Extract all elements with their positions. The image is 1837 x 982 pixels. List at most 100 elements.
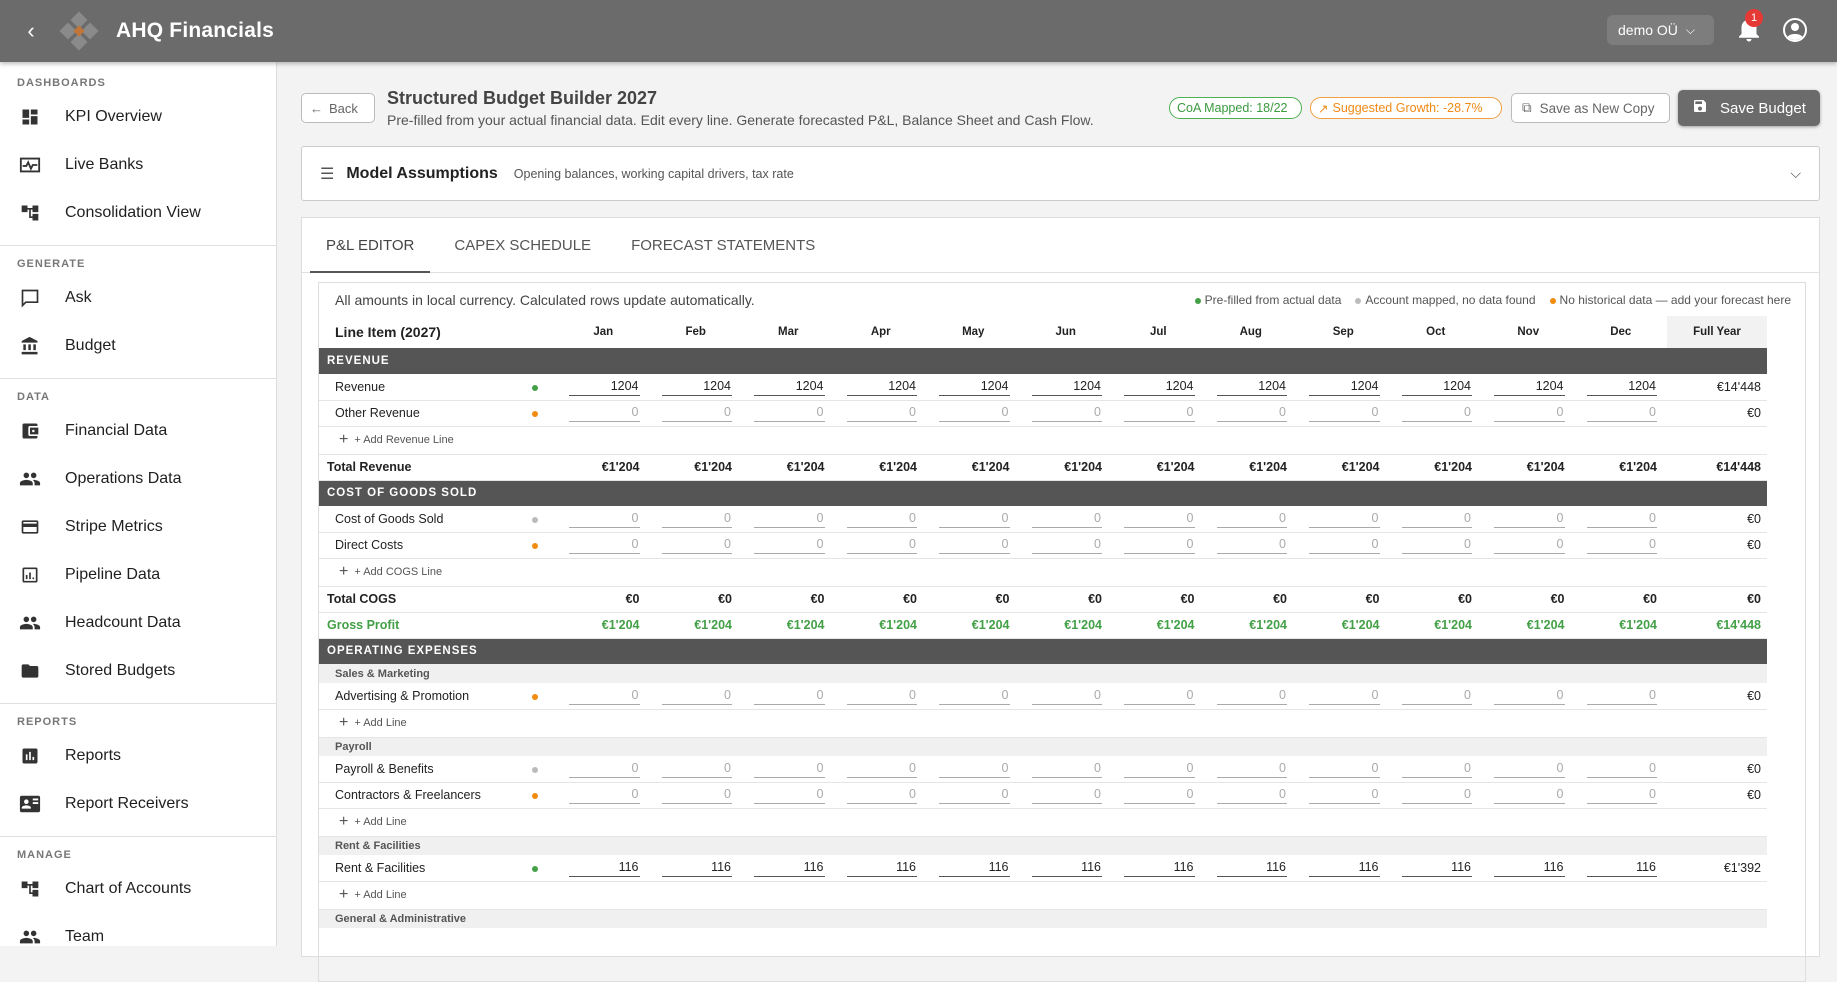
add-line-button[interactable]: + + Add Line — [319, 709, 1767, 738]
sidebar-item-reports[interactable]: Reports — [0, 732, 276, 780]
amount-input[interactable]: 0 — [1216, 687, 1287, 705]
amount-input[interactable]: 0 — [661, 404, 732, 422]
amount-input[interactable]: 1204 — [846, 378, 917, 396]
amount-input[interactable]: 0 — [1494, 536, 1565, 554]
amount-input[interactable]: 0 — [846, 404, 917, 422]
amount-input[interactable]: 0 — [1031, 786, 1102, 804]
amount-input[interactable]: 0 — [1031, 536, 1102, 554]
amount-input[interactable]: 0 — [1494, 760, 1565, 778]
amount-input[interactable]: 0 — [846, 510, 917, 528]
amount-input[interactable]: 116 — [754, 859, 825, 877]
amount-input[interactable]: 1204 — [1494, 378, 1565, 396]
amount-input[interactable]: 0 — [1216, 786, 1287, 804]
amount-input[interactable]: 1204 — [754, 378, 825, 396]
amount-input[interactable]: 0 — [1401, 786, 1472, 804]
sidebar-item-stored-budgets[interactable]: Stored Budgets — [0, 647, 276, 695]
amount-input[interactable]: 0 — [1401, 687, 1472, 705]
amount-input[interactable]: 0 — [1586, 536, 1657, 554]
amount-input[interactable]: 0 — [569, 687, 640, 705]
amount-input[interactable]: 116 — [939, 859, 1010, 877]
sidebar-item-kpi-overview[interactable]: KPI Overview — [0, 93, 276, 141]
amount-input[interactable]: 116 — [1031, 859, 1102, 877]
amount-input[interactable]: 116 — [1586, 859, 1657, 877]
sidebar-item-financial-data[interactable]: Financial Data — [0, 407, 276, 455]
amount-input[interactable]: 0 — [846, 536, 917, 554]
amount-input[interactable]: 0 — [1124, 786, 1195, 804]
line-item-label[interactable]: Payroll & Benefits — [319, 756, 517, 783]
amount-input[interactable]: 0 — [1309, 786, 1380, 804]
sidebar-item-pipeline-data[interactable]: Pipeline Data — [0, 551, 276, 599]
model-assumptions-panel[interactable]: ☰ Model Assumptions Opening balances, wo… — [301, 146, 1820, 201]
sidebar-item-operations-data[interactable]: Operations Data — [0, 455, 276, 503]
add-line-button[interactable]: + + Add COGS Line — [319, 558, 1767, 587]
amount-input[interactable]: 0 — [1494, 404, 1565, 422]
amount-input[interactable]: 116 — [1309, 859, 1380, 877]
sidebar-item-stripe-metrics[interactable]: Stripe Metrics — [0, 503, 276, 551]
amount-input[interactable]: 0 — [1309, 687, 1380, 705]
sidebar-item-team[interactable]: Team — [0, 913, 276, 961]
amount-input[interactable]: 0 — [661, 536, 732, 554]
amount-input[interactable]: 0 — [754, 786, 825, 804]
amount-input[interactable]: 1204 — [1401, 378, 1472, 396]
amount-input[interactable]: 0 — [1309, 404, 1380, 422]
amount-input[interactable]: 1204 — [1031, 378, 1102, 396]
amount-input[interactable]: 0 — [939, 760, 1010, 778]
amount-input[interactable]: 0 — [1031, 404, 1102, 422]
expand-icon[interactable]: ⌵ — [1790, 165, 1801, 181]
line-item-label[interactable]: Contractors & Freelancers — [319, 782, 517, 809]
amount-input[interactable]: 0 — [569, 404, 640, 422]
amount-input[interactable]: 0 — [1124, 760, 1195, 778]
amount-input[interactable]: 0 — [939, 404, 1010, 422]
amount-input[interactable]: 0 — [1401, 536, 1472, 554]
amount-input[interactable]: 0 — [1586, 760, 1657, 778]
line-item-label[interactable]: Rent & Facilities — [319, 855, 517, 882]
back-button[interactable]: ← Back — [301, 93, 375, 123]
amount-input[interactable]: 0 — [1309, 760, 1380, 778]
sidebar-item-chart-of-accounts[interactable]: Chart of Accounts — [0, 865, 276, 913]
amount-input[interactable]: 0 — [1031, 510, 1102, 528]
sidebar-item-consolidation-view[interactable]: Consolidation View — [0, 189, 276, 237]
amount-input[interactable]: 0 — [1124, 687, 1195, 705]
amount-input[interactable]: 0 — [1216, 536, 1287, 554]
amount-input[interactable]: 0 — [1124, 510, 1195, 528]
amount-input[interactable]: 0 — [569, 786, 640, 804]
amount-input[interactable]: 0 — [939, 510, 1010, 528]
sidebar-item-headcount-data[interactable]: Headcount Data — [0, 599, 276, 647]
line-item-label[interactable]: Cost of Goods Sold — [319, 506, 517, 533]
amount-input[interactable]: 0 — [846, 786, 917, 804]
amount-input[interactable]: 0 — [1586, 786, 1657, 804]
amount-input[interactable]: 0 — [939, 786, 1010, 804]
amount-input[interactable]: 0 — [1401, 404, 1472, 422]
amount-input[interactable]: 0 — [1216, 404, 1287, 422]
tab-capex-schedule[interactable]: CAPEX SCHEDULE — [454, 237, 592, 254]
amount-input[interactable]: 0 — [939, 687, 1010, 705]
sidebar-item-report-receivers[interactable]: Report Receivers — [0, 780, 276, 828]
sidebar-item-ask[interactable]: Ask — [0, 274, 276, 322]
amount-input[interactable]: 0 — [1216, 760, 1287, 778]
amount-input[interactable]: 1204 — [1309, 378, 1380, 396]
amount-input[interactable]: 0 — [1216, 510, 1287, 528]
amount-input[interactable]: 0 — [754, 510, 825, 528]
amount-input[interactable]: 0 — [1309, 510, 1380, 528]
amount-input[interactable]: 1204 — [1124, 378, 1195, 396]
amount-input[interactable]: 0 — [661, 510, 732, 528]
amount-input[interactable]: 0 — [1401, 510, 1472, 528]
line-item-label[interactable]: Other Revenue — [319, 400, 517, 427]
amount-input[interactable]: 116 — [1494, 859, 1565, 877]
amount-input[interactable]: 1204 — [939, 378, 1010, 396]
amount-input[interactable]: 0 — [1586, 404, 1657, 422]
amount-input[interactable]: 1204 — [1586, 378, 1657, 396]
amount-input[interactable]: 0 — [1031, 687, 1102, 705]
amount-input[interactable]: 0 — [1124, 536, 1195, 554]
amount-input[interactable]: 0 — [1586, 687, 1657, 705]
sidebar-item-budget[interactable]: Budget — [0, 322, 276, 370]
account-icon[interactable] — [1783, 18, 1807, 42]
amount-input[interactable]: 0 — [569, 760, 640, 778]
amount-input[interactable]: 0 — [754, 536, 825, 554]
amount-input[interactable]: 0 — [754, 404, 825, 422]
line-item-label[interactable]: Direct Costs — [319, 532, 517, 559]
amount-input[interactable]: 0 — [661, 760, 732, 778]
amount-input[interactable]: 1204 — [1216, 378, 1287, 396]
amount-input[interactable]: 0 — [1494, 687, 1565, 705]
org-selector[interactable]: demo OÜ ⌵ — [1607, 15, 1714, 45]
